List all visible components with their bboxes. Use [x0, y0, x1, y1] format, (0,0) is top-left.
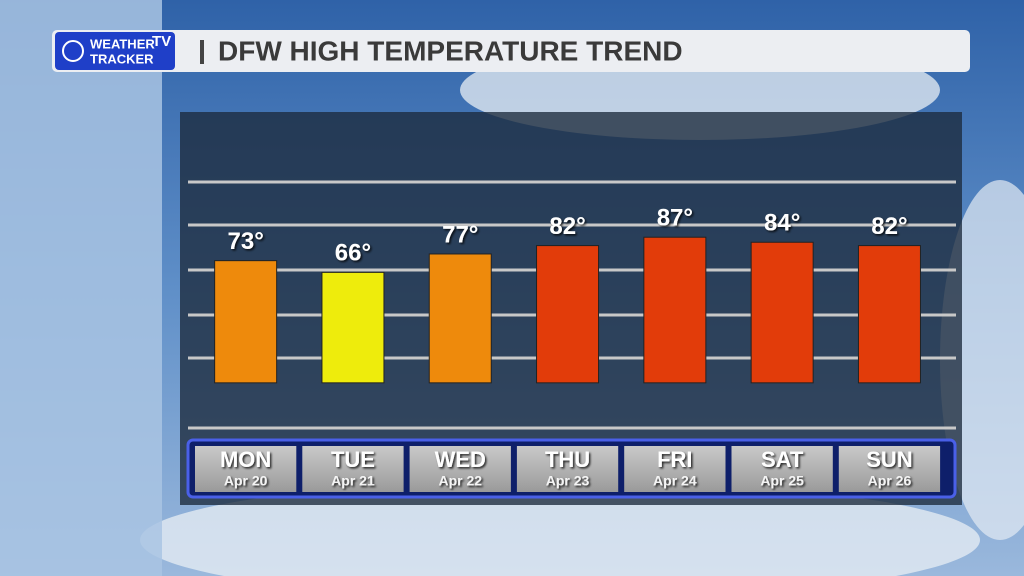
- value-label: 73°: [228, 228, 264, 255]
- date-label: Apr 22: [438, 473, 482, 489]
- bar: [857, 245, 921, 384]
- title-separator: [200, 40, 204, 64]
- logo-text: TV: [152, 33, 171, 50]
- x-tick-label: MON: [220, 447, 271, 472]
- date-label: Apr 24: [653, 473, 697, 489]
- date-label: Apr 20: [224, 473, 268, 489]
- day-cell: [731, 446, 833, 492]
- bar: [321, 271, 385, 384]
- bar: [536, 245, 600, 384]
- side-panel: [0, 0, 162, 576]
- date-label: Apr 23: [546, 473, 590, 489]
- day-cell: [409, 446, 511, 492]
- logo-text: TRACKER: [90, 51, 154, 66]
- x-tick-label: WED: [435, 447, 486, 472]
- date-label: Apr 21: [331, 473, 375, 489]
- x-tick-label: THU: [545, 447, 590, 472]
- bar: [214, 260, 278, 384]
- logo-box: [55, 32, 175, 70]
- value-label: 84°: [764, 210, 800, 237]
- logo-icon: [62, 40, 84, 62]
- bar: [428, 253, 492, 384]
- value-label: 82°: [549, 213, 585, 240]
- value-label: 77°: [442, 221, 478, 248]
- logo-text: WEATHER: [90, 36, 155, 51]
- title-bar: [52, 30, 970, 72]
- day-cell: [838, 446, 941, 492]
- value-label: 87°: [657, 205, 693, 232]
- x-tick-label: SUN: [866, 447, 912, 472]
- x-tick-label: TUE: [331, 447, 375, 472]
- x-tick-label: FRI: [657, 447, 692, 472]
- day-cell: [302, 446, 404, 492]
- day-cell: [516, 446, 619, 492]
- bar: [750, 241, 814, 384]
- value-label: 66°: [335, 240, 371, 267]
- x-tick-label: SAT: [761, 447, 804, 472]
- day-cell: [195, 446, 297, 492]
- day-cell: [624, 446, 726, 492]
- date-label: Apr 26: [868, 473, 912, 489]
- value-label: 82°: [871, 213, 907, 240]
- chart-title: DFW HIGH TEMPERATURE TREND: [218, 35, 683, 66]
- date-label: Apr 25: [760, 473, 804, 489]
- bar: [643, 236, 707, 384]
